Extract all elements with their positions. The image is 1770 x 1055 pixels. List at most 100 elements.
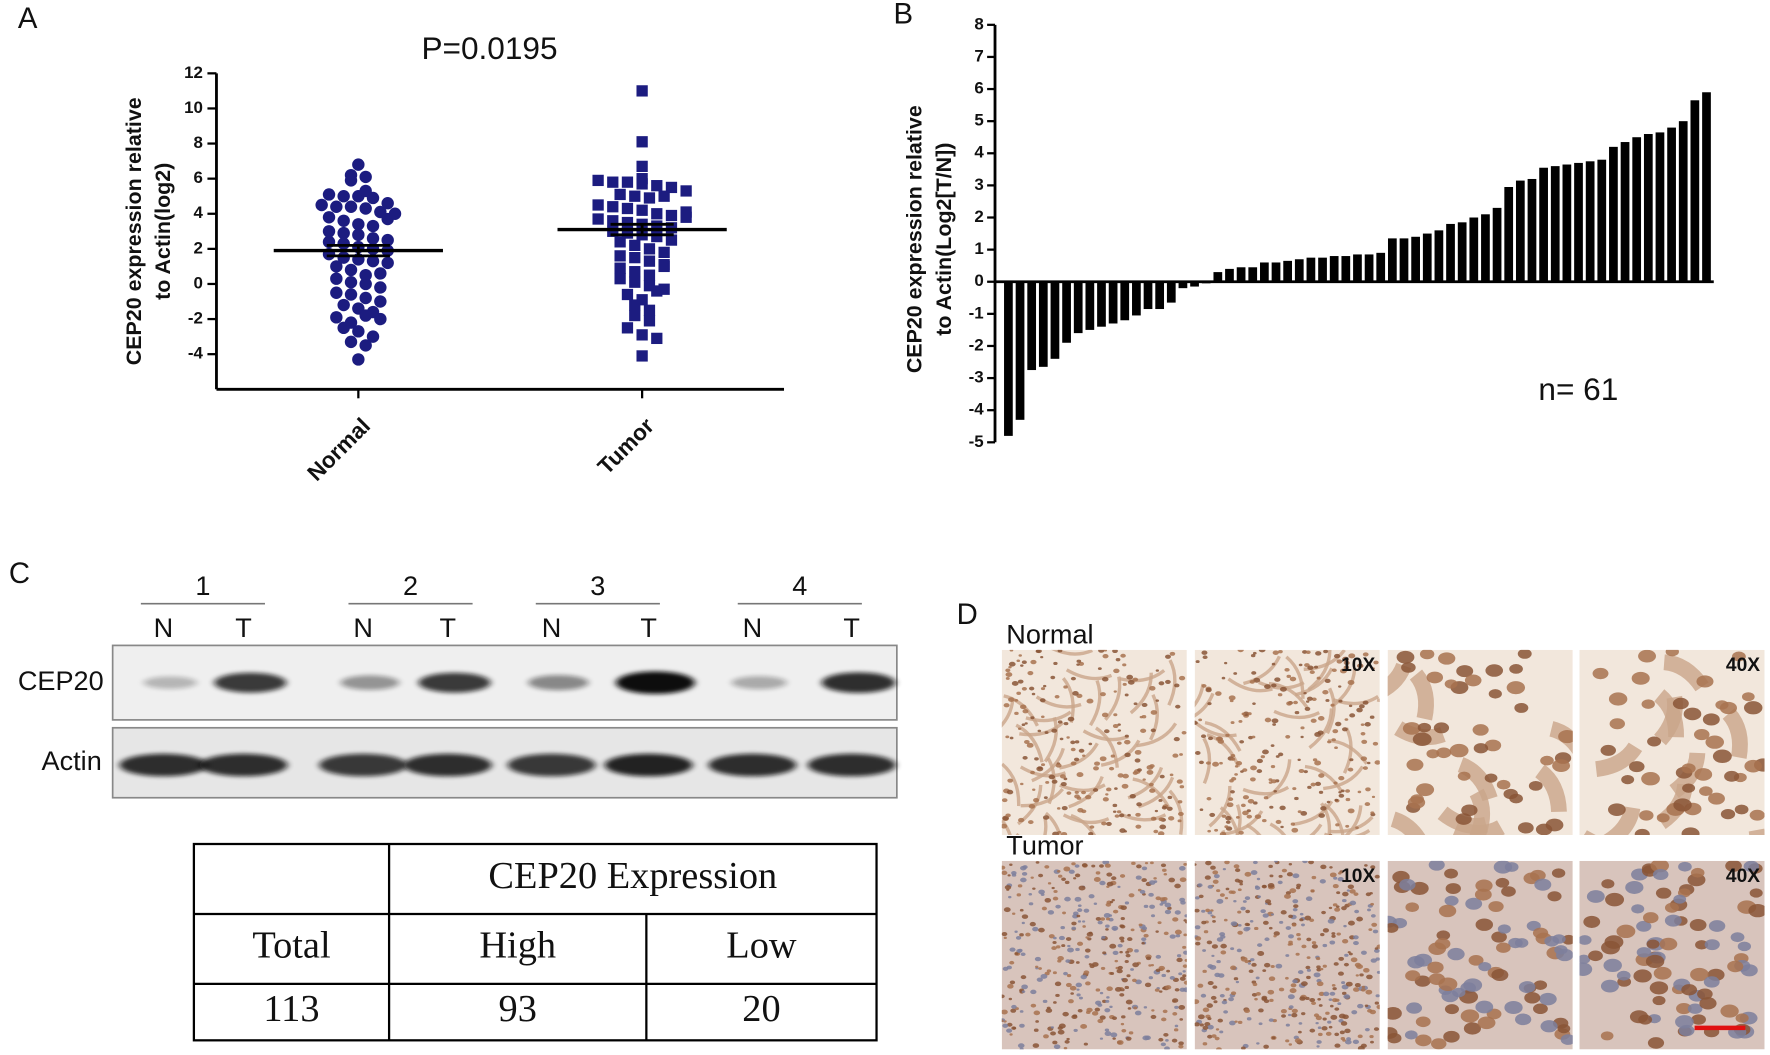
bar [1004,281,1013,436]
tissue-strand [1065,668,1113,681]
nucleus [1255,976,1260,980]
nucleus [1230,790,1235,794]
nucleus [1071,1014,1078,1020]
nucleus [1021,914,1029,919]
nucleus [1113,668,1120,674]
nucleus [1164,902,1172,908]
nucleus [1207,884,1214,889]
nucleus [1373,660,1379,665]
nucleus [1608,692,1628,706]
nucleus [1704,939,1720,951]
nucleus [1331,668,1337,673]
nucleus [1219,993,1225,998]
nucleus [1343,660,1350,666]
nucleus [1281,1014,1287,1018]
nucleus [1250,765,1257,771]
nucleus [1206,761,1211,765]
nucleus [1337,971,1344,976]
nucleus [1237,910,1242,914]
nucleus [1105,924,1110,928]
nucleus [1064,896,1071,902]
nucleus [1066,974,1072,978]
nucleus [1292,873,1300,879]
nucleus [1547,891,1562,902]
nucleus [1354,909,1360,914]
bar [1469,217,1479,282]
nucleus [1242,810,1249,816]
blot-band [143,676,197,689]
nucleus [1173,736,1180,742]
nucleus [1318,790,1324,794]
nucleus [1230,921,1238,927]
nucleus [1280,825,1284,829]
nucleus [1075,961,1080,964]
nucleus [1297,937,1302,941]
nucleus [1434,938,1451,950]
nucleus [1136,802,1142,807]
nucleus [1070,676,1076,681]
nucleus [1262,818,1267,823]
nucleus [1237,1020,1243,1025]
nucleus [1017,884,1023,888]
nucleus [1699,786,1713,797]
nucleus [1194,925,1201,930]
nucleus [1076,659,1082,663]
nucleus [1329,940,1336,945]
blot-band [708,753,797,777]
nucleus [1038,927,1045,933]
nucleus [1247,712,1252,716]
nucleus [1148,964,1152,967]
nucleus [1159,897,1166,902]
bar [1434,230,1444,282]
data-point [665,234,678,246]
nucleus [1370,902,1375,906]
nucleus [1330,1014,1338,1020]
nucleus [1225,733,1230,737]
nucleus [1169,976,1175,980]
nucleus [1579,935,1592,945]
micrograph [1387,860,1573,1050]
nucleus [1316,1045,1320,1048]
nucleus [1114,814,1120,818]
nucleus [1540,755,1554,766]
data-point [680,185,692,197]
nucleus [1174,1024,1179,1028]
tissue-strand [1595,742,1643,777]
nucleus [1048,774,1056,780]
nucleus [1347,680,1355,685]
nucleus [1077,1008,1083,1013]
nucleus [1019,908,1024,912]
nucleus [1117,885,1121,888]
nucleus [1240,770,1244,773]
data-point [359,170,372,184]
nucleus [1600,1031,1614,1041]
tissue-strand [1292,800,1334,827]
nucleus [1026,742,1034,748]
nucleus [1120,1022,1125,1026]
nucleus [1271,1036,1276,1040]
nucleus [1478,962,1492,972]
data-point [658,259,670,271]
nucleus [1155,699,1160,702]
nucleus [1182,964,1187,968]
nucleus [1323,991,1330,997]
nucleus [1166,969,1171,973]
nucleus [1104,1031,1112,1037]
nucleus [1207,1034,1213,1039]
nucleus [1239,882,1244,886]
nucleus [1330,703,1335,707]
nucleus [1373,1027,1380,1031]
nucleus [1035,965,1039,968]
nucleus [1005,677,1010,680]
nucleus [1621,775,1635,785]
nucleus [1322,928,1330,933]
nucleus [1237,888,1242,892]
nucleus [1321,1026,1328,1031]
nucleus [1291,1012,1298,1018]
nucleus [1297,758,1301,761]
nucleus [1387,1006,1402,1020]
nucleus [1062,1011,1069,1017]
nucleus [1315,1021,1319,1025]
nucleus [1162,1009,1168,1014]
nucleus [1262,969,1267,973]
